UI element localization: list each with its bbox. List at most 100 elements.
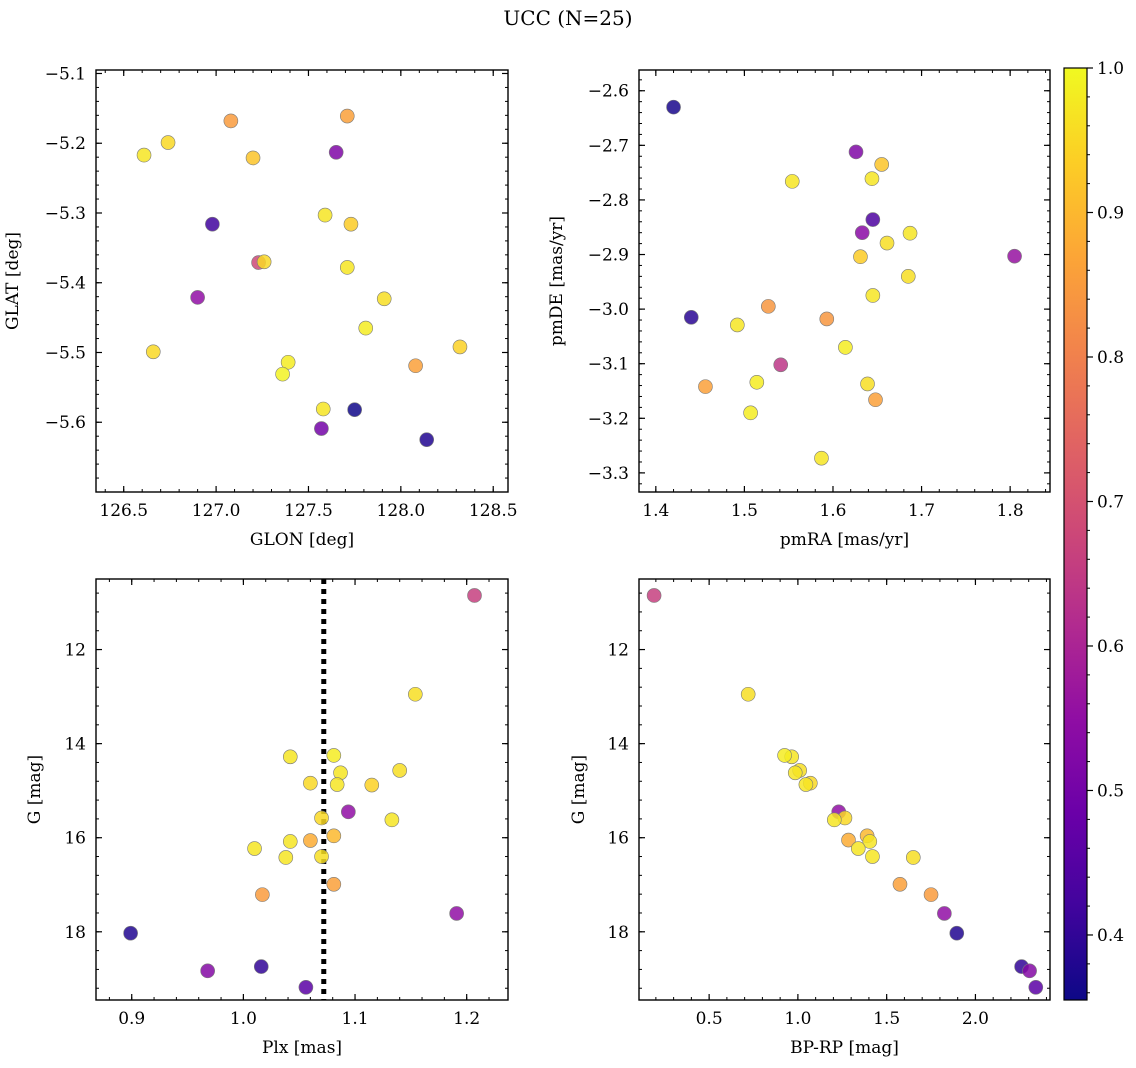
scatter-point <box>200 963 215 979</box>
scatter-point <box>275 366 290 382</box>
scatter-point <box>854 225 870 240</box>
x-tick-label: 128.0 <box>377 501 426 521</box>
scatter-point <box>905 850 921 865</box>
colorbar-gradient <box>1063 67 1088 1001</box>
scatter-point <box>773 357 789 373</box>
scatter-point <box>298 979 314 995</box>
scatter-point <box>646 588 662 603</box>
x-tick-label: 2.0 <box>962 1009 989 1029</box>
axes-frame <box>95 69 509 493</box>
scatter-point <box>145 344 161 360</box>
scatter-point <box>452 339 468 355</box>
y-tick-label: −3.3 <box>588 464 629 484</box>
colorbar-tick-label: 0.6 <box>1097 637 1124 657</box>
scatter-point <box>341 804 356 820</box>
scatter-point <box>303 833 318 848</box>
scatter-point <box>339 108 355 124</box>
scatter-point <box>814 450 829 466</box>
scatter-point <box>280 354 296 370</box>
scatter-point <box>698 379 713 394</box>
y-tick-label: −3.1 <box>588 355 629 375</box>
colorbar-tick-label: 1.0 <box>1097 59 1124 79</box>
x-tick-label: 127.0 <box>192 501 241 521</box>
y-tick-label: −5.2 <box>45 134 86 154</box>
scatter-point <box>314 421 329 436</box>
x-tick-label: 1.5 <box>873 1009 900 1029</box>
x-tick-label: 0.9 <box>118 1009 145 1029</box>
scatter-point <box>743 405 758 421</box>
scatter-point <box>347 402 362 417</box>
scatter-point <box>949 925 965 941</box>
y-axis-label: GLAT [deg] <box>3 232 23 330</box>
scatter-point <box>865 849 880 864</box>
scatter-point <box>384 812 400 828</box>
scatter-point <box>860 376 875 392</box>
x-tick-label: 1.5 <box>731 501 758 521</box>
y-tick-label: −3.0 <box>588 300 629 320</box>
figure-title: UCC (N=25) <box>503 6 633 30</box>
y-tick-label: −2.8 <box>588 191 629 211</box>
y-tick-label: −5.6 <box>45 413 86 433</box>
scatter-point <box>841 832 856 848</box>
colorbar-tick-label: 0.7 <box>1097 492 1124 512</box>
y-tick-label: −2.9 <box>588 246 629 266</box>
x-tick-label: 1.8 <box>997 501 1024 521</box>
scatter-point <box>282 749 298 765</box>
scatter-point <box>256 254 272 270</box>
scatter-point <box>255 887 270 902</box>
scatter-point <box>314 849 329 864</box>
colorbar-tick-label: 0.8 <box>1097 348 1124 368</box>
y-tick-label: 14 <box>64 735 86 755</box>
scatter-point <box>419 432 435 447</box>
x-tick-label: 128.5 <box>469 501 518 521</box>
colorbar-tick-label: 0.9 <box>1097 203 1124 223</box>
scatter-point <box>408 358 423 374</box>
y-tick-label: −2.7 <box>588 136 629 156</box>
x-tick-label: 1.0 <box>784 1009 811 1029</box>
scatter-point <box>1007 248 1022 264</box>
scatter-point <box>253 959 269 974</box>
glon-glat-plot: 126.5 127.0 127.5 128.0 128.5 −5.1 −5.2 −5.3 −5.… <box>3 64 518 550</box>
x-tick-label: 0.5 <box>696 1009 723 1029</box>
y-tick-label: 12 <box>607 641 629 661</box>
y-axis-label: pmDE [mas/yr] <box>547 216 567 346</box>
scatter-point <box>449 906 464 921</box>
x-axis-label: BP-RP [mag] <box>790 1038 899 1058</box>
y-tick-label: −2.6 <box>588 82 629 102</box>
bprp-g-plot: 0.5 1.0 1.5 2.0 12 14 16 18 BP-RP [mag] G [mag] <box>569 578 1051 1058</box>
y-tick-label: 16 <box>607 829 629 849</box>
scatter-point <box>666 99 681 115</box>
scatter-point <box>329 777 345 792</box>
x-tick-label: 1.0 <box>230 1009 257 1029</box>
scatter-point <box>892 876 908 892</box>
y-tick-label: −5.3 <box>45 204 86 224</box>
x-tick-label: 1.4 <box>642 501 669 521</box>
y-tick-label: −5.5 <box>45 343 86 363</box>
scatter-point <box>303 775 318 791</box>
scatter-point <box>740 686 756 702</box>
axes-frame <box>638 69 1051 493</box>
x-tick-label: 1.7 <box>908 501 935 521</box>
scatter-point <box>865 288 881 303</box>
scatter-point <box>937 906 952 921</box>
scatter-point <box>326 876 342 892</box>
scatter-point <box>467 588 482 603</box>
scatter-point <box>247 841 262 856</box>
scatter-point <box>205 216 220 232</box>
y-tick-label: 18 <box>607 923 629 943</box>
y-axis-label: G [mag] <box>569 755 589 824</box>
x-tick-label: 1.6 <box>819 501 846 521</box>
scatter-point <box>358 320 374 336</box>
scatter-point <box>376 291 392 307</box>
scatter-point <box>838 340 853 355</box>
scatter-point <box>900 269 916 284</box>
y-tick-label: 14 <box>607 735 629 755</box>
scatter-point <box>864 171 880 186</box>
scatter-point <box>223 113 239 129</box>
x-tick-label: 1.1 <box>342 1009 369 1029</box>
scatter-point <box>315 401 331 417</box>
scatter-point <box>784 174 800 189</box>
x-axis-label: Plx [mas] <box>262 1038 342 1058</box>
y-tick-label: −5.4 <box>45 274 86 294</box>
